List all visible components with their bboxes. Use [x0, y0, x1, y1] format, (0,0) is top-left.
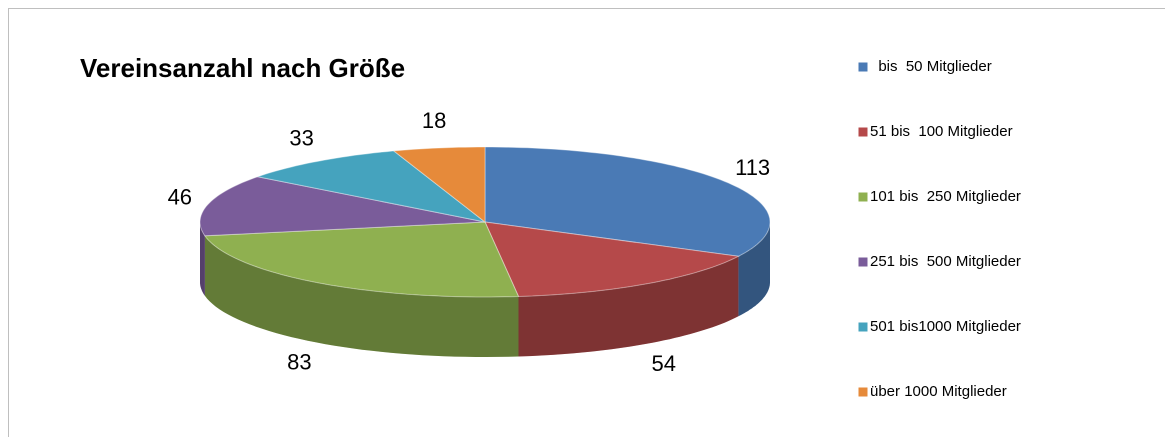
data-label: 54	[651, 351, 675, 376]
slice	[199, 176, 486, 237]
legend-swatch	[857, 126, 869, 138]
legend-swatch	[857, 61, 869, 73]
slice-side-shade	[200, 222, 205, 296]
legend-label: 51 bis 100 Mitglieder	[870, 123, 1013, 140]
slice-side	[518, 256, 739, 357]
data-label: 18	[422, 108, 446, 133]
data-label: 83	[287, 349, 311, 374]
slice-side	[200, 222, 205, 296]
legend-label: bis 50 Mitglieder	[870, 58, 992, 75]
legend-swatch	[857, 321, 869, 333]
slice-side-shade	[518, 256, 739, 357]
data-label: 46	[168, 185, 192, 210]
data-label: 33	[289, 126, 313, 151]
slice-side-shade	[204, 235, 519, 357]
legend-swatch	[857, 191, 869, 203]
legend-label: 251 bis 500 Mitglieder	[870, 253, 1021, 270]
slice-side	[738, 222, 770, 317]
slice	[203, 221, 520, 298]
legend-swatch	[857, 386, 869, 398]
slice-side-shade	[738, 222, 770, 317]
slice	[484, 146, 771, 257]
chart-frame	[8, 8, 1165, 437]
data-label: 113	[735, 155, 770, 180]
chart-title: Vereinsanzahl nach Größe	[80, 53, 405, 83]
slice	[392, 146, 486, 224]
slice	[255, 150, 486, 223]
slice-side	[204, 235, 519, 357]
legend-label: 101 bis 250 Mitglieder	[870, 188, 1021, 205]
slice	[484, 221, 741, 298]
legend-label: über 1000 Mitglieder	[870, 383, 1007, 400]
legend-label: 501 bis1000 Mitglieder	[870, 318, 1021, 335]
legend-swatch	[857, 256, 869, 268]
